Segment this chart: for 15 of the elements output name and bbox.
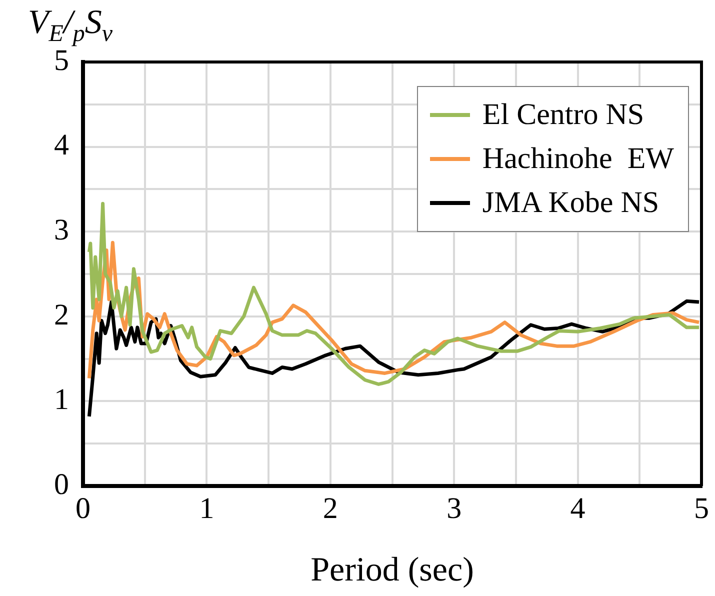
x-tick-label: 5 xyxy=(694,492,709,525)
x-tick-label: 1 xyxy=(199,492,214,525)
x-tick-label: 2 xyxy=(322,492,338,525)
y-tick-label: 1 xyxy=(54,383,69,416)
x-tick-label: 0 xyxy=(76,492,90,525)
y-tick-label: 3 xyxy=(54,213,69,246)
y-tick-label: 2 xyxy=(54,298,69,332)
legend-label: Hachinohe EW xyxy=(482,142,674,176)
y-tick-label: 4 xyxy=(54,128,69,162)
legend-label: JMA Kobe NS xyxy=(482,186,660,220)
x-tick-label: 4 xyxy=(570,492,586,525)
x-tick-label: 3 xyxy=(446,492,462,525)
y-tick-label: 0 xyxy=(54,468,69,501)
legend-label: El Centro NS xyxy=(482,98,644,132)
x-axis-title: Period (sec) xyxy=(310,552,474,589)
